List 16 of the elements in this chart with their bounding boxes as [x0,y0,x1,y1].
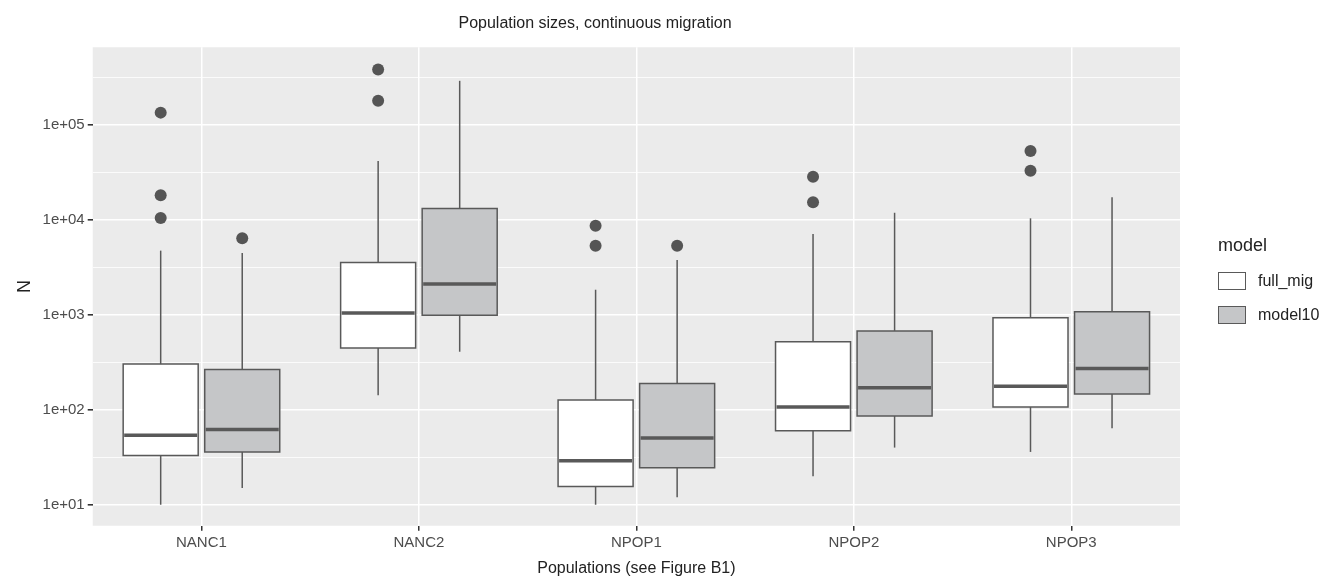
y-axis-title: N [13,280,34,293]
x-tick-label: NPOP1 [610,532,662,550]
x-tick-label: NANC2 [393,532,445,550]
legend-title: model [1218,235,1269,256]
y-tick-label: 1e+02 [42,399,85,417]
x-tick-label: NANC1 [176,532,227,550]
x-axis-title: Populations (see Figure B1) [537,558,736,576]
y-tick-label: 1e+04 [42,210,85,228]
legend-label: full_mig [1258,272,1314,290]
legend-label: model10 [1258,306,1320,324]
x-tick-label: NPOP3 [1045,532,1097,550]
y-tick-label: 1e+01 [42,494,85,512]
y-tick-label: 1e+05 [42,115,85,133]
y-tick-label: 1e+03 [42,305,85,323]
chart-title: Population sizes, continuous migration [458,14,732,32]
x-tick-label: NPOP2 [828,532,880,550]
